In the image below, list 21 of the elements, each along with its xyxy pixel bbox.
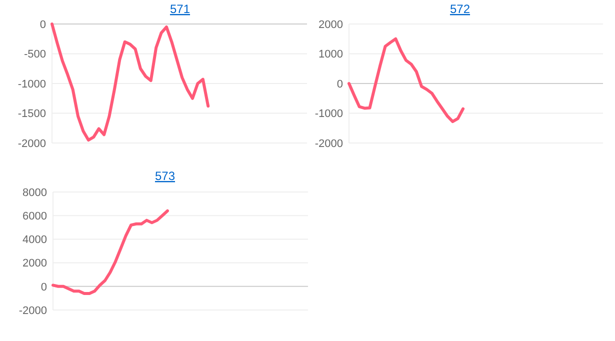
y-tick-label: -500 bbox=[24, 48, 46, 61]
y-tick-label: -2000 bbox=[314, 138, 343, 150]
y-tick-label: 2000 bbox=[318, 18, 343, 31]
y-tick-label: -1500 bbox=[18, 108, 46, 120]
y-tick-label: 4000 bbox=[22, 234, 47, 246]
y-tick-label: 8000 bbox=[22, 186, 47, 199]
y-tick-label: -2000 bbox=[18, 304, 47, 317]
line-series bbox=[348, 37, 465, 124]
y-tick-label: 0 bbox=[40, 18, 46, 31]
chart-title: 573 bbox=[154, 169, 176, 183]
chart-title: 571 bbox=[170, 2, 190, 16]
y-tick-label: -2000 bbox=[18, 138, 46, 150]
y-tick-label: 2000 bbox=[22, 258, 47, 270]
line-series bbox=[52, 209, 169, 295]
chart-title: 572 bbox=[450, 2, 470, 16]
y-tick-label: 0 bbox=[336, 78, 343, 90]
y-tick-label: -1000 bbox=[18, 78, 46, 90]
y-tick-label: 6000 bbox=[22, 210, 47, 222]
y-tick-label: 1000 bbox=[318, 48, 343, 61]
y-tick-label: 0 bbox=[40, 281, 47, 294]
y-tick-label: -1000 bbox=[314, 108, 343, 120]
